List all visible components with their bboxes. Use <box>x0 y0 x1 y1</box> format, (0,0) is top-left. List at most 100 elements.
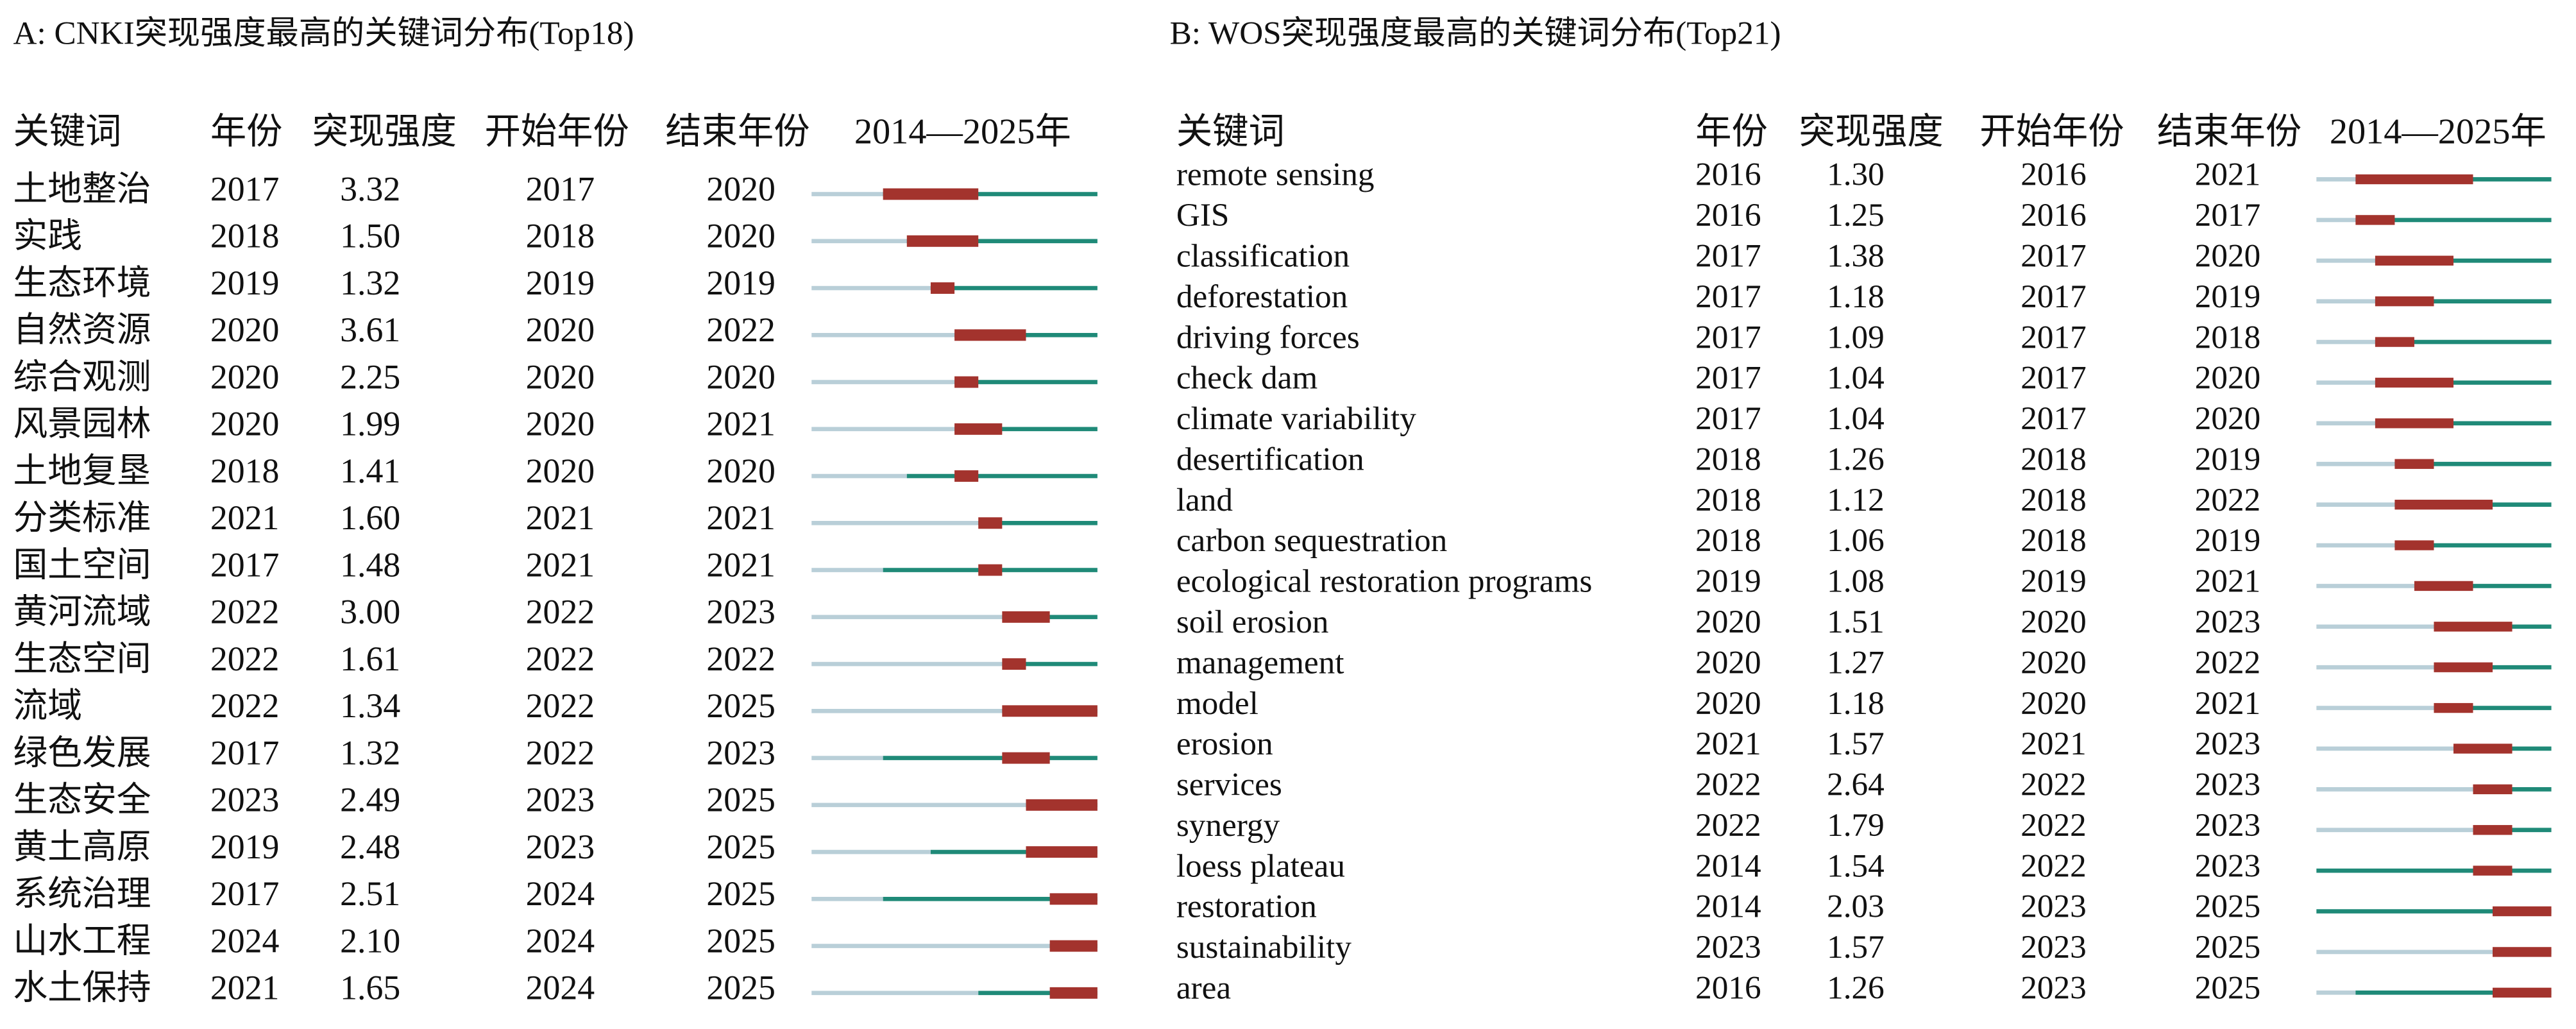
first-year: 2018 <box>1695 522 1761 559</box>
burst-bar <box>1026 846 1097 858</box>
first-year: 2020 <box>1695 644 1761 681</box>
first-year: 2023 <box>210 781 280 819</box>
keyword: 生态环境 <box>13 264 151 302</box>
burst-begin: 2019 <box>2021 563 2086 600</box>
burst-bar <box>2375 255 2453 266</box>
burst-strength: 1.25 <box>1827 197 1885 234</box>
burst-end: 2020 <box>706 217 775 255</box>
burst-end: 2025 <box>2195 970 2260 1007</box>
burst-strength: 2.03 <box>1827 889 1885 925</box>
burst-bar <box>954 376 979 388</box>
keyword: management <box>1176 644 1344 681</box>
burst-end: 2019 <box>706 264 775 302</box>
burst-end: 2021 <box>2195 685 2260 722</box>
burst-begin: 2024 <box>526 874 595 913</box>
first-year: 2018 <box>210 452 280 490</box>
first-year: 2019 <box>1695 563 1761 600</box>
burst-strength: 3.61 <box>340 310 400 349</box>
burst-end: 2020 <box>706 169 775 208</box>
burst-begin: 2018 <box>526 217 595 255</box>
first-year: 2022 <box>210 640 280 678</box>
burst-begin: 2023 <box>526 828 595 866</box>
burst-strength: 2.51 <box>340 874 400 913</box>
keyword: 黄土高原 <box>13 828 151 866</box>
burst-bar <box>1026 799 1097 811</box>
first-year: 2019 <box>210 828 280 866</box>
burst-bar <box>1002 752 1050 764</box>
first-year: 2014 <box>1695 847 1761 884</box>
burst-end: 2025 <box>706 686 775 725</box>
keyword: 绿色发展 <box>13 733 151 772</box>
burst-end: 2017 <box>2195 197 2260 234</box>
burst-begin: 2016 <box>2021 197 2086 234</box>
first-year: 2018 <box>1695 482 1761 518</box>
keyword: 风景园林 <box>13 405 151 443</box>
burst-bar <box>2434 702 2473 713</box>
burst-strength: 1.27 <box>1827 644 1885 681</box>
burst-bar <box>2355 215 2395 225</box>
keyword: area <box>1176 970 1232 1007</box>
burst-strength: 3.00 <box>340 593 400 631</box>
keyword: 黄河流域 <box>13 593 151 631</box>
burst-end: 2021 <box>706 405 775 443</box>
burst-end: 2022 <box>706 640 775 678</box>
burst-begin: 2021 <box>2021 726 2086 762</box>
burst-begin: 2020 <box>526 310 595 349</box>
burst-bar <box>954 470 979 482</box>
column-header: 关键词 <box>1176 112 1285 151</box>
burst-bar <box>2414 581 2473 591</box>
first-year: 2014 <box>1695 889 1761 925</box>
first-year: 2019 <box>210 264 280 302</box>
burst-begin: 2022 <box>526 593 595 631</box>
keyword: sustainability <box>1176 929 1352 965</box>
burst-end: 2023 <box>706 593 775 631</box>
burst-strength: 1.08 <box>1827 563 1885 600</box>
burst-begin: 2017 <box>2021 360 2086 396</box>
burst-begin: 2018 <box>2021 441 2086 477</box>
keyword: 流域 <box>13 686 82 725</box>
burst-strength: 2.49 <box>340 781 400 819</box>
first-year: 2016 <box>1695 157 1761 193</box>
burst-begin: 2017 <box>2021 400 2086 437</box>
keyword: carbon sequestration <box>1176 522 1447 559</box>
burst-end: 2019 <box>2195 278 2260 315</box>
burst-strength: 2.25 <box>340 357 400 396</box>
burst-strength: 1.54 <box>1827 847 1885 884</box>
keyword: model <box>1176 685 1258 722</box>
first-year: 2021 <box>1695 726 1761 762</box>
burst-begin: 2020 <box>2021 604 2086 640</box>
burst-begin: 2024 <box>526 921 595 960</box>
burst-strength: 1.99 <box>340 405 400 443</box>
burst-end: 2021 <box>2195 563 2260 600</box>
burst-end: 2018 <box>2195 319 2260 355</box>
burst-begin: 2017 <box>526 169 595 208</box>
burst-begin: 2024 <box>526 969 595 1007</box>
column-header: 结束年份 <box>2157 112 2301 151</box>
burst-strength: 1.26 <box>1827 970 1885 1007</box>
burst-end: 2025 <box>2195 889 2260 925</box>
burst-end: 2019 <box>2195 522 2260 559</box>
first-year: 2018 <box>1695 441 1761 477</box>
burst-end: 2021 <box>706 545 775 584</box>
keyword: remote sensing <box>1176 157 1375 193</box>
burst-begin: 2017 <box>2021 237 2086 274</box>
burst-bar <box>2394 540 2434 550</box>
burst-end: 2023 <box>706 733 775 772</box>
burst-begin: 2020 <box>2021 685 2086 722</box>
column-header: 突现强度 <box>312 112 457 151</box>
burst-end: 2020 <box>2195 360 2260 396</box>
burst-bar <box>2493 987 2552 998</box>
column-header: 关键词 <box>13 112 121 151</box>
column-header: 年份 <box>1695 112 1768 151</box>
first-year: 2021 <box>210 969 280 1007</box>
keyword: ecological restoration programs <box>1176 563 1593 600</box>
burst-end: 2022 <box>2195 644 2260 681</box>
burst-strength: 2.64 <box>1827 767 1885 803</box>
keyword: services <box>1176 767 1282 803</box>
first-year: 2020 <box>1695 604 1761 640</box>
keyword: classification <box>1176 237 1350 274</box>
first-year: 2020 <box>1695 685 1761 722</box>
burst-bar <box>2473 784 2512 795</box>
burst-bar <box>2473 825 2512 835</box>
